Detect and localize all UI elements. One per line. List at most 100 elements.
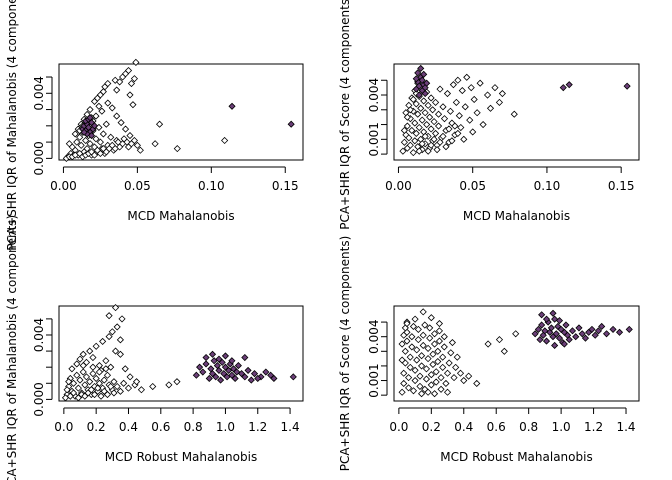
data-point	[102, 365, 110, 373]
data-point	[98, 107, 106, 115]
data-point	[89, 363, 97, 371]
data-point	[575, 324, 583, 332]
x-axis-label: MCD Mahalanobis	[127, 209, 234, 223]
x-tick-label: 1.2	[584, 420, 603, 434]
data-point	[76, 355, 84, 363]
data-point	[412, 75, 420, 83]
plot-frame	[58, 305, 304, 402]
data-point	[442, 143, 450, 151]
data-point	[416, 382, 424, 390]
data-point	[572, 333, 580, 341]
data-point	[439, 353, 447, 361]
data-point	[417, 104, 425, 112]
data-point	[531, 330, 539, 338]
x-tick-label: 0.2	[87, 420, 106, 434]
y-tick-label: 0.000	[32, 141, 46, 175]
data-point	[241, 353, 249, 362]
data-point	[460, 135, 468, 143]
data-point	[565, 336, 573, 344]
x-tick-label: 0.00	[385, 179, 412, 193]
data-point	[429, 360, 437, 369]
data-point	[408, 126, 416, 135]
data-point	[433, 146, 441, 154]
data-point	[423, 79, 431, 87]
data-point	[420, 70, 428, 78]
data-point	[114, 138, 122, 146]
x-tick-label: 0.8	[519, 420, 538, 434]
x-tick-label: 0.15	[608, 179, 635, 193]
data-point	[244, 366, 252, 374]
data-point	[443, 388, 452, 396]
data-point	[412, 100, 420, 108]
data-point	[81, 381, 89, 389]
data-point	[92, 342, 100, 350]
data-point	[99, 130, 107, 138]
data-point	[439, 132, 447, 140]
data-point	[118, 315, 126, 323]
data-point	[92, 135, 100, 143]
data-point	[113, 86, 121, 94]
data-point	[498, 89, 506, 98]
data-point	[445, 359, 453, 367]
data-point	[547, 324, 555, 332]
data-point	[208, 350, 217, 358]
data-point	[427, 371, 435, 379]
data-point	[399, 147, 407, 155]
data-point	[124, 384, 133, 392]
data-point	[105, 312, 113, 320]
data-point	[415, 147, 423, 155]
data-point	[108, 328, 116, 336]
x-tick-label: 0.0	[389, 420, 408, 434]
data-point	[89, 370, 97, 378]
data-point	[94, 384, 102, 392]
data-point	[416, 372, 424, 380]
data-point	[228, 102, 236, 110]
data-point	[432, 378, 440, 386]
data-point	[443, 369, 452, 377]
scatter-panel: 0.0 0.2 0.4 0.6 0.8 1.0 1.2 1.4 MCD Robust Mahal…	[338, 236, 640, 471]
data-point	[89, 353, 97, 362]
data-point	[411, 119, 419, 127]
data-point	[420, 97, 428, 105]
data-point	[418, 116, 426, 124]
data-point	[76, 376, 84, 384]
x-tick-label: 0.10	[198, 179, 225, 193]
data-point	[69, 389, 78, 397]
data-point	[435, 327, 443, 335]
data-point	[479, 120, 487, 129]
data-point	[476, 79, 484, 87]
data-point	[534, 325, 542, 333]
data-point	[270, 374, 278, 383]
data-point	[452, 98, 460, 106]
data-point	[400, 379, 408, 388]
point-series	[192, 350, 297, 384]
data-point	[483, 91, 492, 99]
data-point	[434, 347, 442, 355]
data-point	[212, 373, 220, 381]
x-tick-label: 1.4	[281, 420, 300, 434]
data-point	[104, 99, 112, 107]
data-point	[445, 125, 453, 133]
data-point	[73, 138, 81, 146]
data-point	[127, 140, 136, 148]
data-point	[414, 69, 422, 77]
data-point	[429, 106, 437, 114]
data-point	[451, 122, 459, 130]
data-point	[199, 368, 207, 376]
data-point	[427, 381, 435, 389]
data-point	[415, 91, 423, 99]
plot-frame	[393, 305, 640, 402]
data-point	[111, 145, 119, 153]
data-point	[447, 349, 455, 357]
data-point	[95, 368, 103, 376]
data-point	[205, 374, 213, 383]
data-point	[406, 363, 414, 371]
x-tick-label: 1.4	[616, 420, 635, 434]
y-axis-label: PCA+SHR IQR of Score (4 components)	[338, 0, 352, 230]
data-point	[124, 66, 133, 75]
data-point	[430, 330, 439, 338]
data-point	[623, 82, 631, 90]
data-point	[430, 340, 439, 348]
data-point	[92, 374, 100, 383]
